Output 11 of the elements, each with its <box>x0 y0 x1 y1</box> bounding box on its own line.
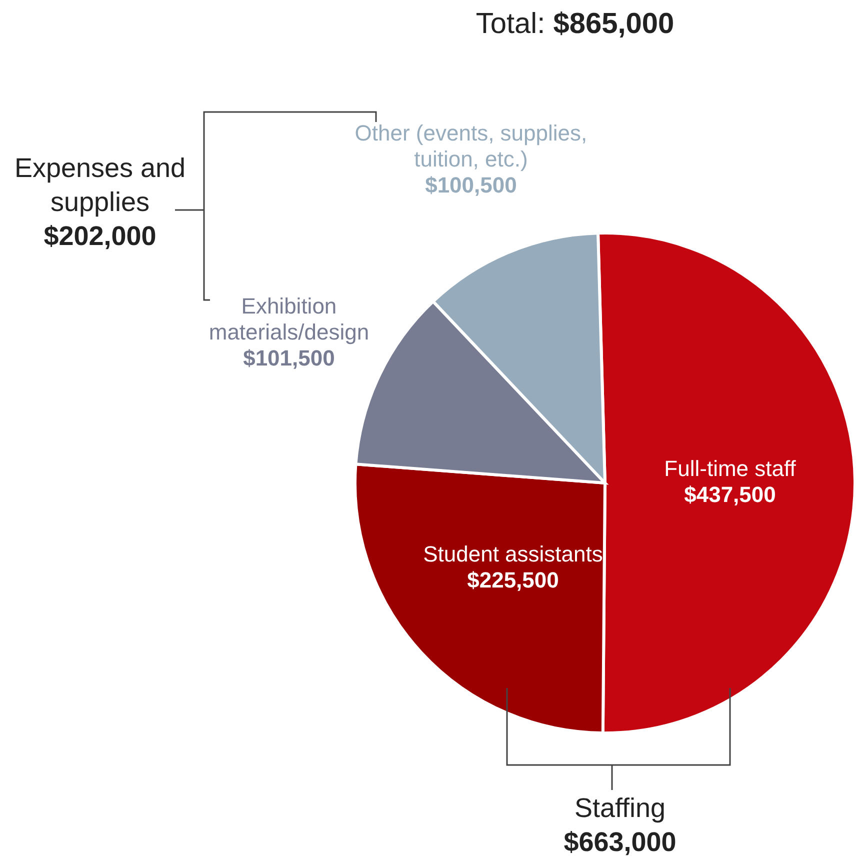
data-label: $225,500 <box>467 568 559 593</box>
chart-title: Total: $865,000 <box>474 8 676 41</box>
slice-label: Other (events, supplies, tuition, etc.) <box>354 120 588 172</box>
slice-label: Exhibition materials/design <box>208 294 370 345</box>
data-label: $437,500 <box>684 482 776 507</box>
text: Staffing $663,000 <box>562 793 678 859</box>
text: Expenses and supplies $202,000 <box>13 153 187 252</box>
slice-label: Student assistants <box>423 542 603 567</box>
data-label: $101,500 <box>243 346 335 371</box>
data-label: $100,500 <box>425 172 517 198</box>
slice-label: Full-time staff <box>664 456 797 481</box>
